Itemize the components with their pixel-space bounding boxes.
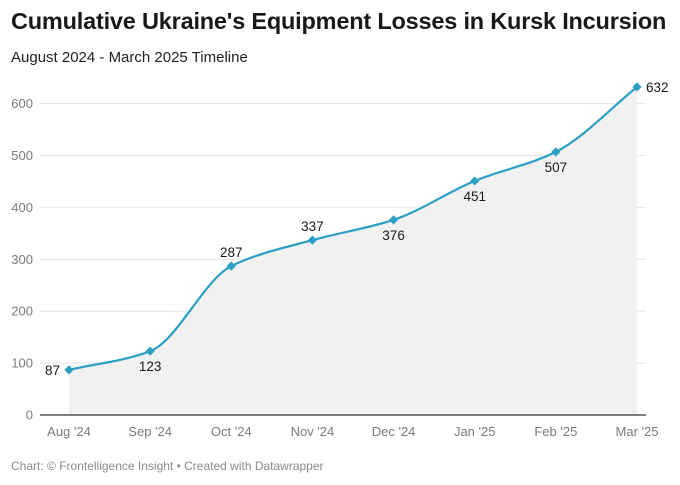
data-point-marker [226,261,236,271]
chart-subtitle: August 2024 - March 2025 Timeline [11,49,248,66]
data-point-marker [632,82,642,92]
area-fill [69,87,637,415]
x-tick-label: Oct '24 [211,424,252,439]
y-tick-label: 400 [11,200,33,215]
data-point-marker [307,235,318,245]
data-point-marker [551,147,561,157]
data-point-marker [64,365,74,375]
x-tick-label: Mar '25 [616,424,659,439]
x-tick-label: Dec '24 [372,424,416,439]
y-tick-label: 600 [11,96,33,111]
x-tick-label: Sep '24 [128,424,172,439]
x-tick-label: Jan '25 [454,424,496,439]
data-label: 632 [646,80,669,95]
chart-title: Cumulative Ukraine's Equipment Losses in… [11,8,667,34]
data-label: 376 [382,228,405,243]
x-tick-label: Nov '24 [291,424,335,439]
data-label: 287 [220,245,243,260]
y-tick-label: 300 [11,252,33,267]
x-tick-label: Aug '24 [47,424,91,439]
y-tick-label: 0 [26,408,33,423]
data-point-marker [388,215,399,225]
series-line [68,86,638,371]
x-tick-label: Feb '25 [534,424,577,439]
y-tick-label: 500 [11,148,33,163]
data-point-marker [145,346,155,356]
data-label: 123 [139,359,162,374]
data-label: 87 [45,363,60,378]
data-label: 507 [545,160,568,175]
y-tick-label: 100 [11,356,33,371]
data-point-marker [470,176,480,186]
y-tick-label: 200 [11,304,33,319]
data-label: 451 [463,189,486,204]
chart-credit: Chart: © Frontelligence Insight • Create… [11,459,324,473]
data-label: 337 [301,219,324,234]
